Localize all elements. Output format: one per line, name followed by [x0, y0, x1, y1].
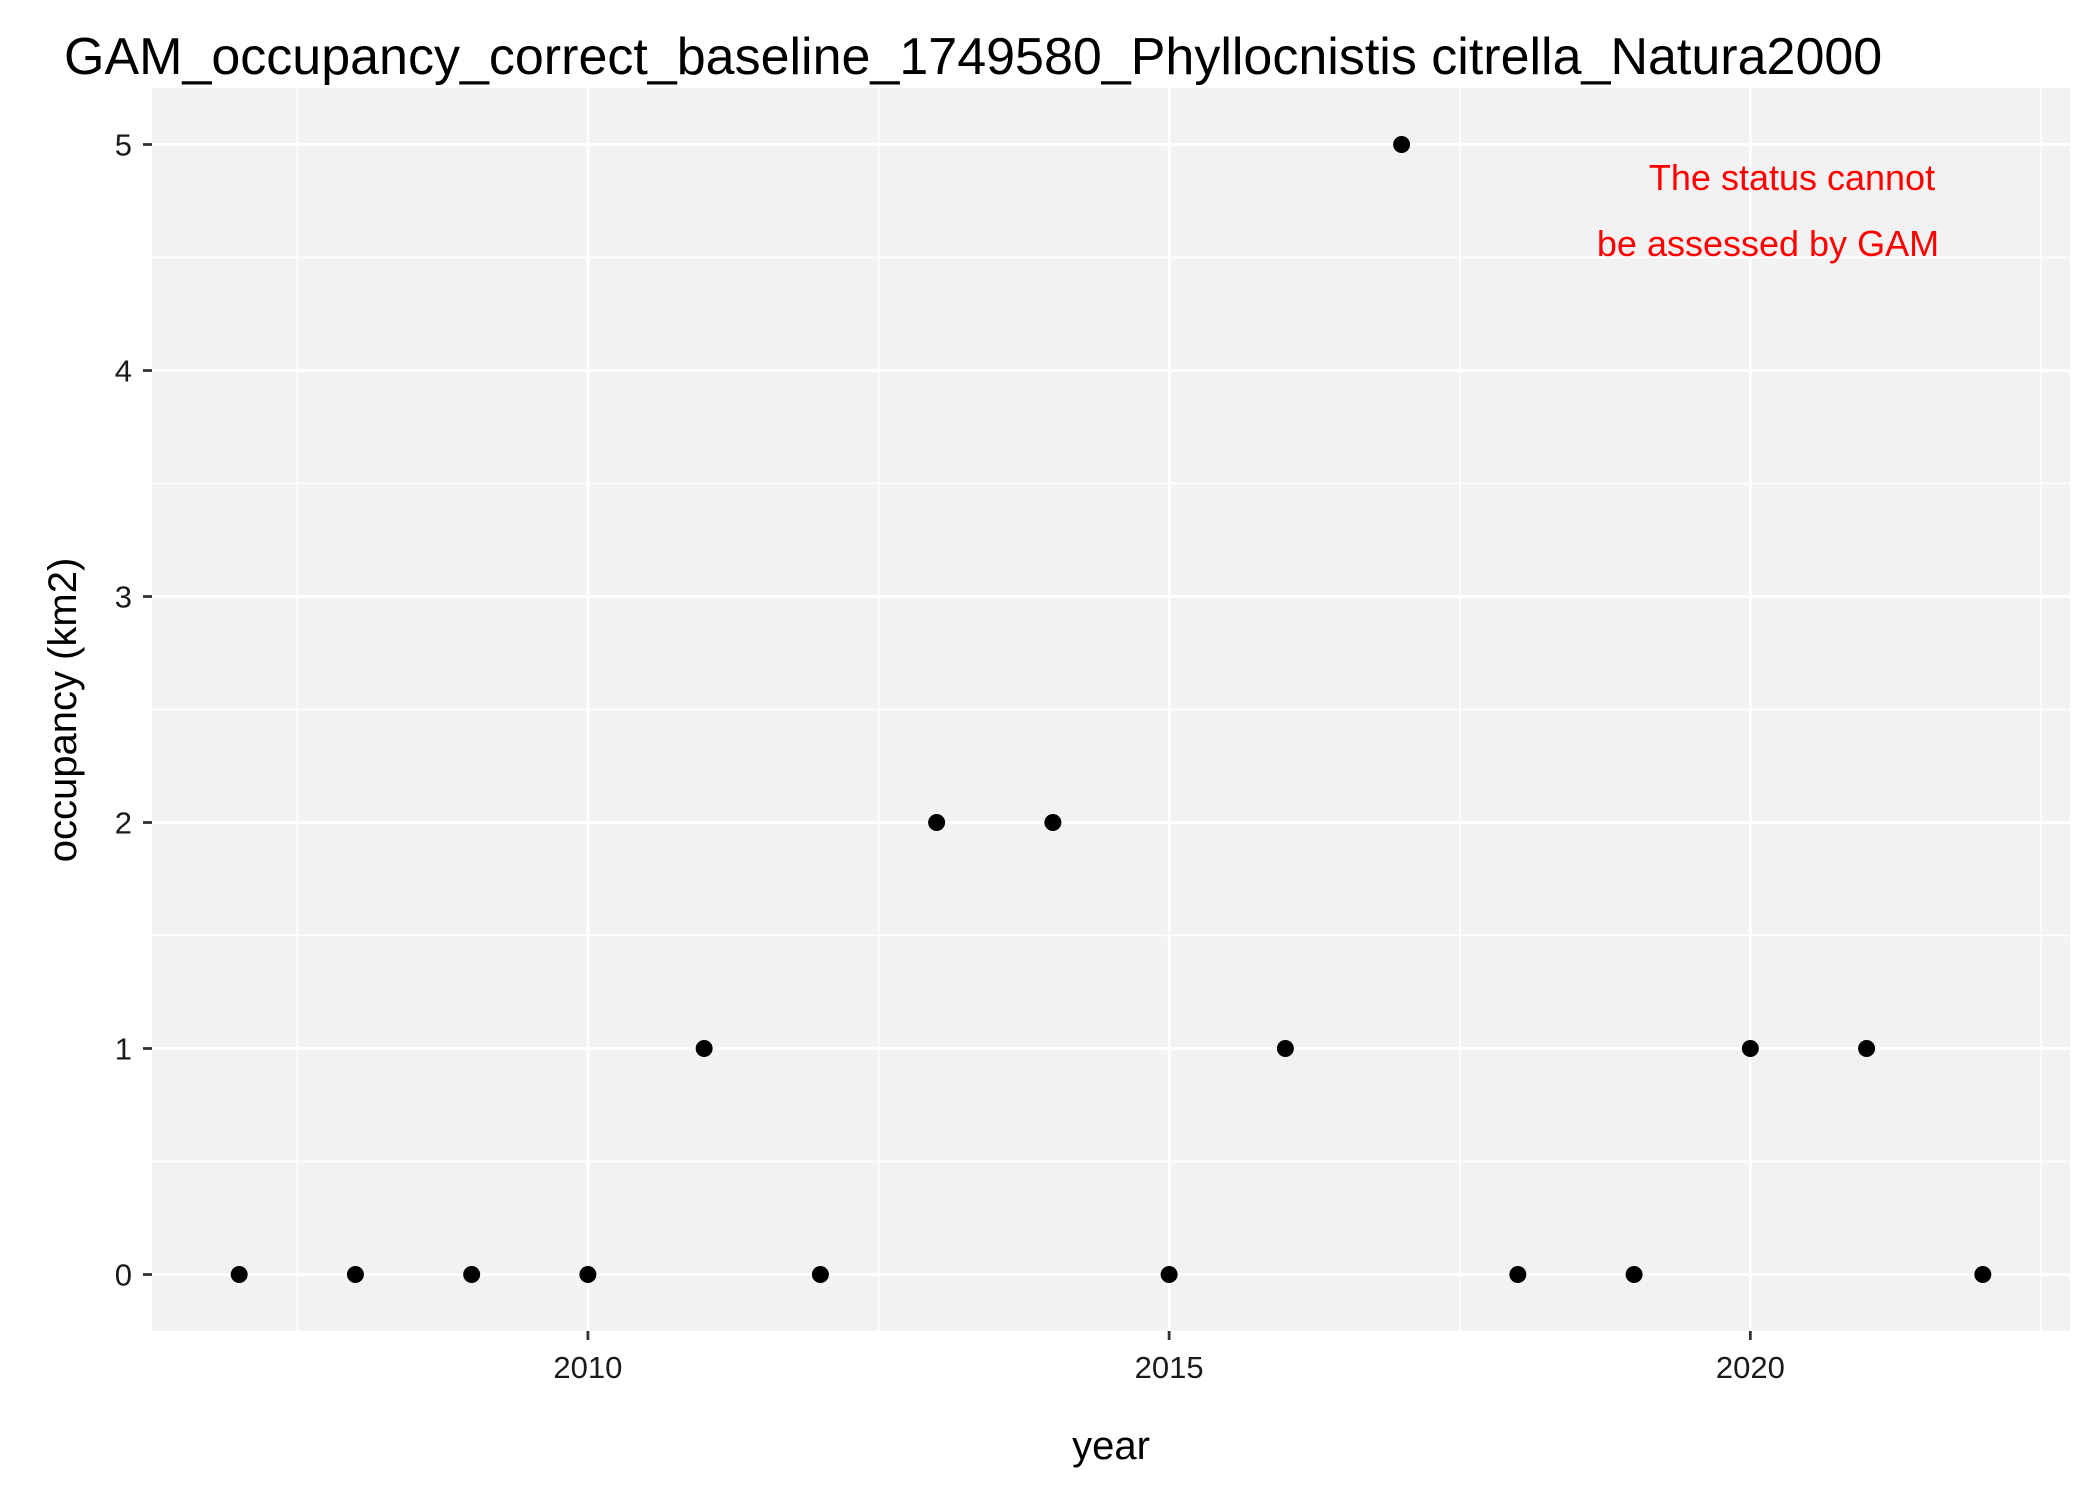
data-points	[230, 136, 1992, 1283]
y-tick-label: 0	[115, 1258, 132, 1293]
status-annotation: The status cannot be assessed by GAM	[1597, 157, 1939, 264]
data-point	[1858, 1040, 1876, 1057]
chart-title: GAM_occupancy_correct_baseline_1749580_P…	[64, 28, 1882, 86]
y-tick-label: 2	[115, 806, 132, 841]
data-point	[695, 1040, 713, 1057]
y-tick-label: 1	[115, 1032, 132, 1067]
y-axis-label: occupancy (km2)	[41, 558, 85, 863]
annotation-line-1: The status cannot	[1649, 157, 1935, 198]
annotation-line-2: be assessed by GAM	[1597, 223, 1939, 264]
y-tick-label: 5	[115, 128, 132, 163]
data-point	[1509, 1266, 1527, 1283]
data-point	[1393, 136, 1411, 153]
x-axis-ticks: 2010 2015 2020	[553, 1331, 1785, 1385]
data-point	[230, 1266, 248, 1283]
data-point	[928, 814, 946, 831]
data-point	[1974, 1266, 1992, 1283]
x-tick-label: 2010	[553, 1350, 622, 1385]
major-gridlines	[152, 88, 2070, 1331]
data-point	[1044, 814, 1062, 831]
data-point	[811, 1266, 829, 1283]
y-tick-label: 3	[115, 580, 132, 615]
data-point	[1625, 1266, 1643, 1283]
x-axis-label: year	[1072, 1424, 1150, 1468]
data-point	[346, 1266, 364, 1283]
data-point	[1160, 1266, 1178, 1283]
y-tick-label: 4	[115, 354, 132, 389]
x-tick-label: 2020	[1716, 1350, 1785, 1385]
data-point	[1276, 1040, 1294, 1057]
x-tick-label: 2015	[1135, 1350, 1204, 1385]
data-point	[463, 1266, 481, 1283]
y-axis-ticks: 0 1 2 3 4 5	[115, 128, 152, 1293]
data-point	[1741, 1040, 1759, 1057]
data-point	[579, 1266, 597, 1283]
